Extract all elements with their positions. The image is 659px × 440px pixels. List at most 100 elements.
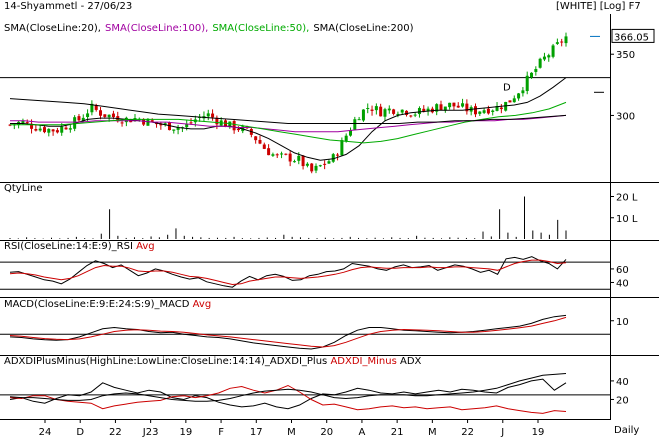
candle-body xyxy=(465,103,469,112)
candle-body xyxy=(366,108,370,110)
time-axis-label: 21 xyxy=(391,427,404,438)
candle-body xyxy=(495,106,499,111)
divider-macd xyxy=(0,297,659,298)
candle-body xyxy=(357,119,361,121)
price-axis-line xyxy=(610,14,611,420)
candle-body xyxy=(547,55,551,58)
volume-tick-label: 10 L xyxy=(616,214,638,225)
adx-line xyxy=(9,373,567,402)
candle-body xyxy=(262,144,266,149)
candle-body xyxy=(142,119,146,125)
candle-body xyxy=(163,123,167,125)
candle-body xyxy=(413,114,417,116)
divider-qty xyxy=(0,182,659,183)
candle-body xyxy=(392,109,396,114)
candle-body xyxy=(68,128,72,130)
legend-item: SMA(CloseLine:50), xyxy=(212,23,310,34)
rsi-tick-label: 60 xyxy=(616,265,629,276)
candle-body xyxy=(176,127,180,130)
candle-body xyxy=(284,153,288,155)
time-axis-label: 19 xyxy=(179,427,192,438)
candle-body xyxy=(275,154,279,156)
candle-body xyxy=(456,105,460,108)
rsi-avg-label: Avg xyxy=(136,241,155,252)
time-axis-label: 24 xyxy=(39,427,52,438)
time-axis-label: M xyxy=(287,427,296,438)
candle-body xyxy=(443,106,447,111)
time-axis-label: 17 xyxy=(250,427,263,438)
candle-body xyxy=(314,165,318,171)
candle-body xyxy=(236,128,240,131)
candle-body xyxy=(323,163,327,165)
candle-body xyxy=(103,114,107,117)
candle-body xyxy=(150,120,154,122)
divider-rsi xyxy=(0,240,659,241)
sma-line xyxy=(9,98,567,124)
macd-pane-title: MACD(CloseLine:E:9:E:24:S:9)_MACD Avg xyxy=(4,299,211,311)
candle-body xyxy=(336,154,340,156)
sma-legend: SMA(CloseLine:20), SMA(CloseLine:100), SMA… xyxy=(4,16,417,35)
adx-line xyxy=(9,384,567,414)
candle-body xyxy=(47,128,51,133)
candle-body xyxy=(146,118,150,126)
candle-body xyxy=(215,117,219,125)
rsi-line xyxy=(9,256,567,288)
adx-tick-label: 40 xyxy=(616,377,629,388)
macd-line xyxy=(9,316,567,348)
rsi-pane-title: RSI(CloseLine:14:E:9)_RSI Avg xyxy=(4,241,155,253)
view-mode-label[interactable]: [WHITE] [Log] F7 xyxy=(556,1,641,12)
time-axis-label: J23 xyxy=(142,427,159,438)
time-axis-label: 22 xyxy=(109,427,122,438)
time-axis-label: A xyxy=(359,427,366,438)
candle-body xyxy=(439,104,443,110)
candle-body xyxy=(111,113,115,118)
candle-body xyxy=(55,130,59,133)
adx-label: ADX xyxy=(399,356,422,367)
adx-pane-title: ADXDIPlusMinus(HighLine:LowLine:CloseLin… xyxy=(4,356,421,368)
candle-body xyxy=(267,148,271,156)
candle-body xyxy=(172,129,176,131)
time-axis-label: 19 xyxy=(532,427,545,438)
candle-body xyxy=(292,161,296,163)
candle-body xyxy=(21,121,25,124)
candle-body xyxy=(51,129,55,132)
candle-body xyxy=(189,122,193,124)
candle-body xyxy=(452,102,456,107)
candle-body xyxy=(512,98,516,103)
candle-body xyxy=(542,56,546,60)
candle-body xyxy=(310,163,314,172)
candle-body xyxy=(400,109,404,113)
candle-body xyxy=(448,102,452,108)
legend-item: SMA(CloseLine:200) xyxy=(313,23,414,34)
candle-body xyxy=(305,163,309,166)
candle-body xyxy=(379,106,383,117)
time-axis-label: 20 xyxy=(320,427,333,438)
candle-body xyxy=(478,111,482,114)
candle-body xyxy=(25,122,29,124)
candle-body xyxy=(120,122,124,124)
candle-body xyxy=(435,104,439,112)
time-axis-label: J xyxy=(500,427,504,438)
time-axis-label: M xyxy=(428,427,437,438)
candle-body xyxy=(288,153,292,162)
candle-body xyxy=(64,127,68,130)
qty-pane-title: QtyLine xyxy=(4,183,43,194)
volume-tick-label: 20 L xyxy=(616,193,638,204)
rsi-tick-label: 40 xyxy=(616,278,629,289)
candle-body xyxy=(387,108,391,111)
candle-body xyxy=(185,123,189,128)
candle-body xyxy=(228,121,232,127)
candle-body xyxy=(461,103,465,107)
period-label[interactable]: Daily xyxy=(614,425,640,436)
candle-body xyxy=(206,113,210,117)
candle-body xyxy=(344,135,348,142)
candle-body xyxy=(280,153,284,155)
macd-avg-label: Avg xyxy=(192,299,212,310)
candle-body xyxy=(86,113,90,118)
candle-body xyxy=(530,72,534,78)
price-tick-label: 350 xyxy=(616,50,635,61)
last-price-box xyxy=(611,28,655,43)
candle-body xyxy=(534,69,538,72)
candle-body xyxy=(361,109,365,121)
